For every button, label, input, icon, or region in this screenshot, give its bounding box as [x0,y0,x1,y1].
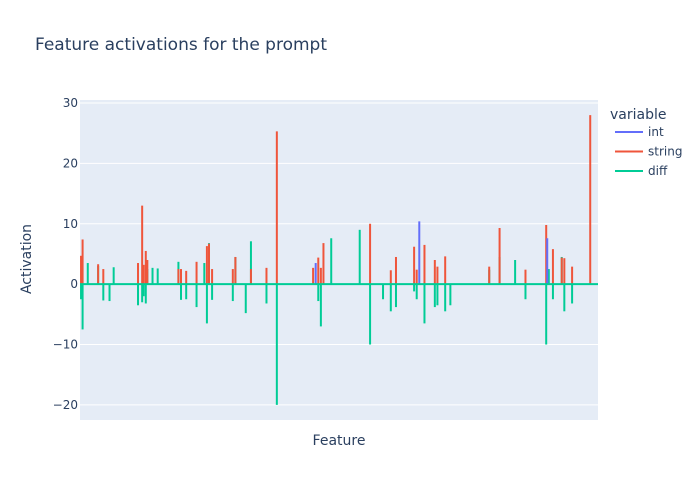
y-tick-label: −10 [53,338,78,352]
y-tick-label: 0 [70,277,78,291]
y-axis-title: Activation [19,224,35,294]
legend-label: diff [648,164,668,178]
x-axis-title: Feature [313,433,366,449]
y-tick-label: 30 [63,96,78,110]
legend-title: variable [610,107,666,123]
legend-item-int[interactable]: int [615,125,664,139]
y-axis-ticks: −20 −10 0 10 20 30 [53,96,78,412]
y-tick-label: −20 [53,398,78,412]
y-tick-label: 20 [63,156,78,170]
chart-title: Feature activations for the prompt [35,35,327,55]
series-string [80,115,592,285]
y-tick-label: 10 [63,217,78,231]
legend-item-string[interactable]: string [615,145,682,159]
legend-label: string [648,145,682,159]
series-int [314,221,549,285]
legend-label: int [648,125,664,139]
plot-area [80,100,598,420]
legend-item-diff[interactable]: diff [615,164,668,178]
data-traces [80,115,598,405]
legend[interactable]: variable int string diff [610,107,682,178]
gridlines [80,102,598,406]
